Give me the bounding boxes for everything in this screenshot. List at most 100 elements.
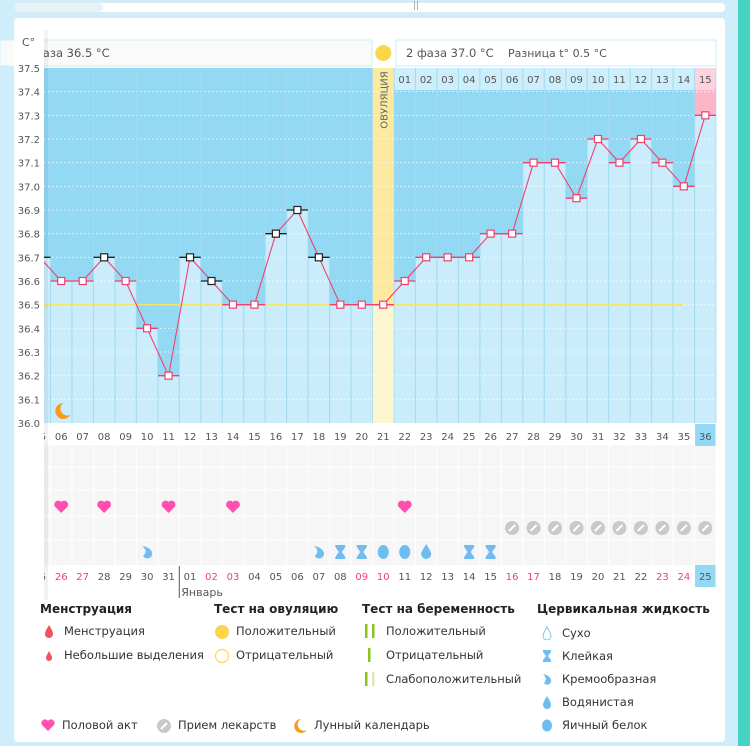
date-label: 24 — [677, 572, 690, 583]
temp-point — [636, 134, 645, 144]
date-label: 08 — [334, 572, 347, 583]
yellow-circle-icon — [214, 624, 229, 639]
month-label: Январь — [181, 586, 223, 599]
pill-slash — [551, 524, 559, 532]
temp-bar — [480, 233, 501, 423]
phase2-label: 2 фаза 37.0 °C — [406, 46, 494, 60]
side-strip — [738, 0, 750, 746]
date-label: 19 — [570, 572, 583, 583]
phase2-day-label: 01 — [398, 75, 411, 86]
temp-point — [336, 300, 345, 309]
heart-icon — [161, 500, 176, 513]
label: Прием лекарств — [178, 718, 277, 732]
y-tick-label: 36.9 — [18, 206, 40, 217]
pill-slash — [529, 524, 538, 532]
scroll-right-arrow — [726, 80, 734, 96]
phase2-day-label: 09 — [570, 75, 583, 86]
phase2-day-label: 10 — [592, 75, 605, 86]
temp-bar — [244, 304, 265, 423]
sticky-icon — [356, 545, 367, 559]
date-label: 29 — [119, 572, 132, 583]
cycle-day-label: 13 — [205, 432, 218, 443]
horizontal-scrollbar[interactable]: || — [14, 1, 726, 13]
label: Кремообразная — [562, 672, 657, 686]
legend-dry: Сухо — [540, 626, 591, 640]
temp-point — [615, 158, 624, 167]
date-label: 21 — [613, 572, 626, 583]
today-highlight — [694, 90, 717, 115]
pill-slash — [508, 524, 516, 532]
temp-bar — [652, 162, 673, 423]
label: Отрицательный — [236, 648, 334, 662]
temp-bar — [93, 257, 115, 423]
cycle-day-label: 27 — [506, 432, 519, 443]
cycle-day-label: 06 — [55, 432, 68, 443]
phase2-header — [395, 39, 717, 67]
temp-point — [379, 300, 388, 309]
temp-diff-label: Разница t° 0.5 °C — [508, 47, 607, 60]
temp-bar — [330, 304, 351, 423]
temp-point — [679, 182, 688, 191]
temp-point — [658, 158, 667, 167]
scroll-grip-icon[interactable]: || — [413, 1, 420, 11]
cycle-day-label: 26 — [484, 432, 497, 443]
phase2-day-cell — [566, 68, 587, 90]
temp-bar — [566, 198, 587, 423]
small-drop-icon — [42, 648, 56, 662]
label: Отрицательный — [386, 648, 484, 662]
today-date-cell — [695, 565, 716, 587]
date-label: 05 — [270, 572, 283, 583]
date-label: 18 — [549, 572, 562, 583]
blood-drop-icon — [42, 624, 56, 638]
date-label: 06 — [291, 572, 304, 583]
y-axis-panel-lower — [14, 445, 44, 600]
legend-sticky: Клейкая — [540, 649, 613, 663]
phase2-day-label: 03 — [441, 75, 454, 86]
temp-point — [465, 253, 474, 262]
sticky-icon — [540, 649, 554, 663]
pill-slash — [594, 524, 602, 532]
y-tick-label: 37.0 — [18, 182, 40, 193]
cycle-day-label: 12 — [184, 432, 197, 443]
temp-bar — [673, 186, 695, 423]
legend-creamy: Кремообразная — [540, 672, 656, 686]
date-label: 04 — [248, 572, 261, 583]
ovulation-column — [372, 68, 394, 305]
y-tick-label: 37.2 — [18, 135, 40, 146]
temp-point — [250, 300, 259, 309]
pill-slash — [701, 524, 710, 532]
excluded-temp-point — [100, 253, 109, 262]
cycle-day-label: 30 — [570, 432, 583, 443]
phase2-day-cell — [501, 68, 523, 90]
temp-bar — [695, 115, 716, 423]
label: Небольшие выделения — [64, 648, 204, 662]
legend-title-cervical: Цервикальная жидкость — [537, 602, 710, 616]
temp-point — [57, 276, 66, 286]
excluded-temp-point — [271, 229, 281, 238]
y-tick-label: 37.4 — [18, 88, 40, 99]
temp-bar — [136, 328, 158, 423]
phase2-day-cell — [630, 68, 652, 90]
phase2-day-cell — [480, 68, 501, 90]
phase2-day-cell — [544, 68, 566, 90]
phase2-day-label: 07 — [527, 75, 540, 86]
temp-point — [486, 229, 495, 238]
date-label: 26 — [55, 572, 68, 583]
pill-slash — [637, 524, 645, 532]
temp-bar — [308, 257, 330, 423]
y-tick-label: 37.3 — [18, 111, 40, 122]
two-lines-icon — [364, 624, 378, 638]
label: Клейкая — [562, 649, 613, 663]
temp-bar — [115, 281, 136, 423]
cycle-day-label: 35 — [677, 432, 690, 443]
temp-bar — [609, 162, 630, 423]
events-grid — [44, 445, 716, 565]
label: Положительный — [386, 624, 486, 638]
y-axis-unit: C° — [22, 36, 35, 49]
pill-slash — [572, 524, 581, 532]
date-label: 28 — [98, 572, 111, 583]
scrollbar-thumb[interactable] — [15, 3, 103, 12]
heart-icon — [40, 718, 55, 732]
cycle-day-label: 28 — [527, 432, 540, 443]
y-tick-label: 36.8 — [18, 230, 40, 241]
